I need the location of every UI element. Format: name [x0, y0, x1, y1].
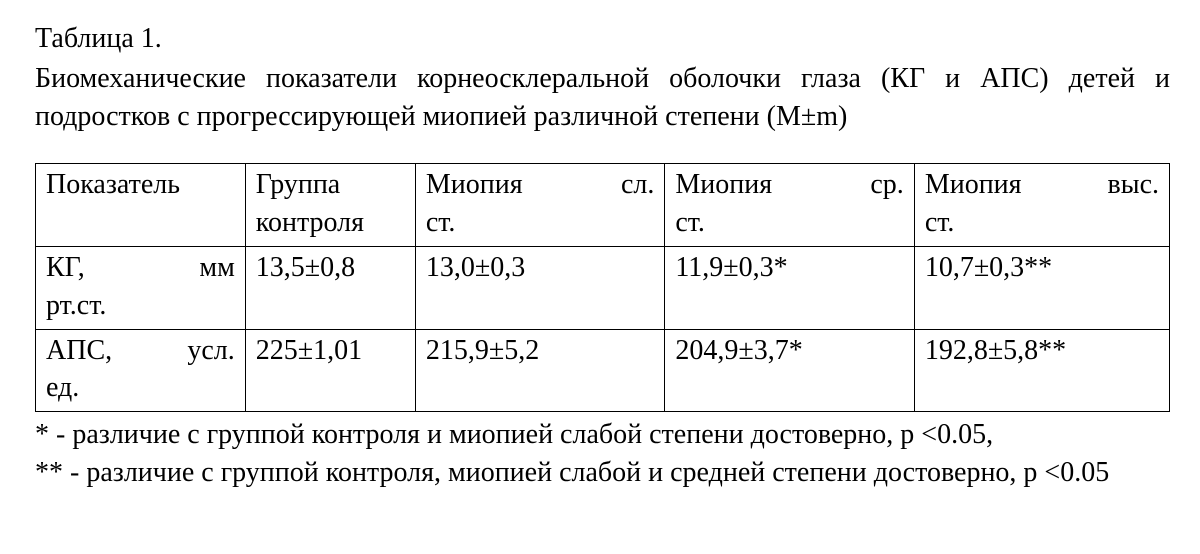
col-header: Миопия сл. ст.	[415, 164, 664, 247]
table-cell: 13,5±0,8	[245, 246, 415, 329]
table-cell: 10,7±0,3**	[914, 246, 1169, 329]
col-header-text: Миопия	[426, 166, 523, 204]
table-cell: 192,8±5,8**	[914, 329, 1169, 412]
table-cell: 13,0±0,3	[415, 246, 664, 329]
table-cell: 215,9±5,2	[415, 329, 664, 412]
col-header: Миопия ср. ст.	[665, 164, 914, 247]
table-cell: 225±1,01	[245, 329, 415, 412]
table-number: Таблица 1.	[35, 20, 1170, 58]
table-footnotes: * - различие с группой контроля и миопие…	[35, 416, 1170, 492]
table-cell: 11,9±0,3*	[665, 246, 914, 329]
col-header-text: Показатель	[46, 166, 180, 204]
footnote: ** - различие с группой контроля, миопие…	[35, 454, 1170, 492]
col-header: Группа контроля	[245, 164, 415, 247]
document-page: Таблица 1. Биомеханические показатели ко…	[0, 0, 1200, 512]
table-row: КГ, мм рт.ст. 13,5±0,8 13,0±0,3 11,9±0,3…	[36, 246, 1170, 329]
table-cell: 204,9±3,7*	[665, 329, 914, 412]
table-header-row: Показатель Группа контроля	[36, 164, 1170, 247]
data-table: Показатель Группа контроля	[35, 163, 1170, 412]
col-header: Показатель	[36, 164, 246, 247]
col-header-text: Группа	[256, 166, 340, 204]
row-label: КГ, мм рт.ст.	[36, 246, 246, 329]
table-row: АПС, усл. ед. 225±1,01 215,9±5,2 204,9±3…	[36, 329, 1170, 412]
col-header-text: Миопия	[675, 166, 772, 204]
row-label: АПС, усл. ед.	[36, 329, 246, 412]
footnote: * - различие с группой контроля и миопие…	[35, 416, 1170, 454]
col-header-text: Миопия	[925, 166, 1022, 204]
table-caption: Биомеханические показатели корнеосклерал…	[35, 60, 1170, 136]
col-header: Миопия выс. ст.	[914, 164, 1169, 247]
